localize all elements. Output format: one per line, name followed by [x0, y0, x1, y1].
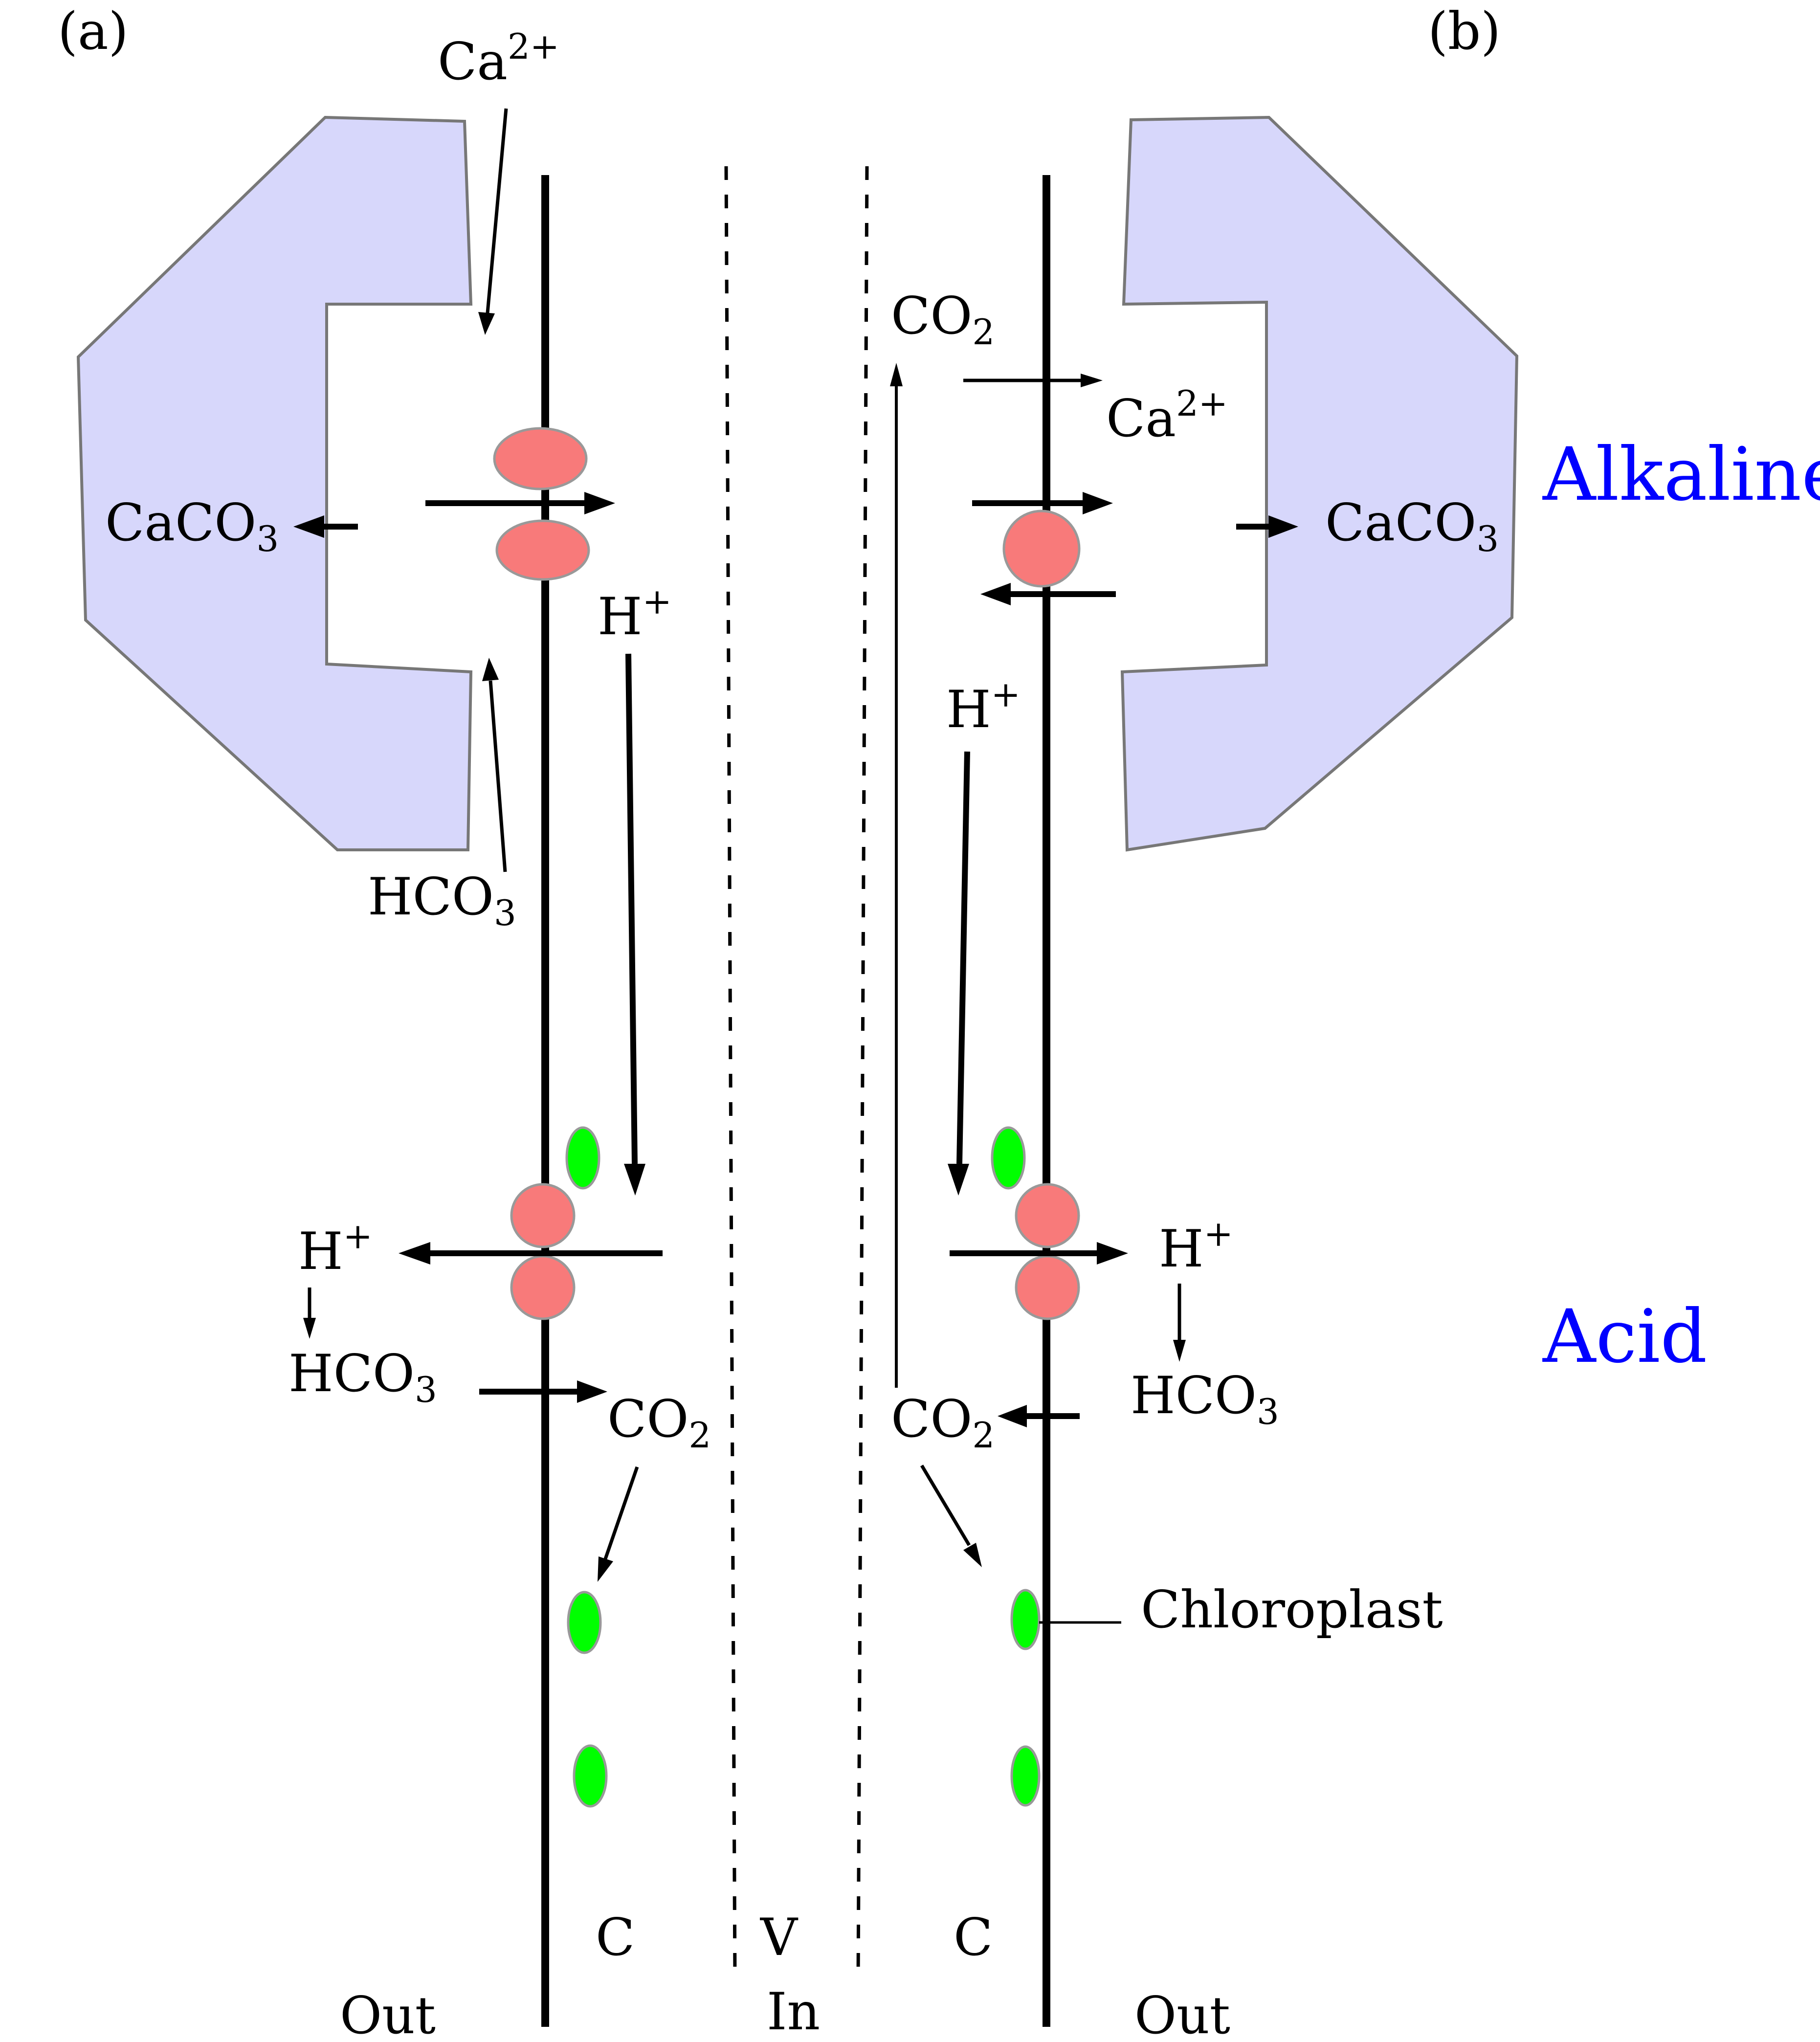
left-hco3-low-label: HCO3 — [289, 1344, 437, 1410]
right-ca-ion-label: Ca2+ — [1106, 383, 1228, 448]
right-cytoplasm-label: C — [954, 1908, 993, 1967]
right-proton-mid-label: H+ — [946, 674, 1021, 739]
arrow-proton-down-right — [948, 751, 970, 1196]
left-bottom-transporter-upper — [510, 1183, 576, 1248]
left-top-transporter-upper — [493, 427, 588, 490]
chloroplast — [573, 1744, 608, 1808]
left-outside-label: Out — [340, 1986, 436, 2042]
right-top-transporter — [1002, 510, 1081, 588]
arrow-proton-out-right — [950, 1242, 1128, 1265]
arrow-proton-down-left — [624, 653, 645, 1196]
right-co2-low-label: CO2 — [891, 1389, 995, 1456]
left-vacuole-boundary — [724, 166, 737, 1978]
left-bottom-transporter-lower — [510, 1255, 576, 1320]
arrow-co2-to-chloroplast-right — [920, 1465, 982, 1567]
chloroplast — [1010, 1589, 1041, 1650]
chloroplast — [565, 1126, 600, 1190]
inside-label: In — [767, 1982, 820, 2042]
arrow-ca-inward-left — [478, 108, 508, 335]
arrow-to-caco3-right — [1236, 515, 1298, 538]
left-hco3-top-label: HCO3 — [368, 867, 516, 933]
arrow-ca-outward-right — [963, 374, 1103, 387]
arrow-to-caco3-left — [293, 515, 358, 538]
arrow-transport-in-right — [980, 583, 1116, 605]
vacuole-label: V — [759, 1908, 799, 1967]
right-co2-top-label: CO2 — [891, 286, 995, 353]
arrow-hco3-to-co2-left — [479, 1380, 607, 1403]
alkaline-region-label: Alkaline — [1542, 432, 1820, 517]
right-hco3-low-label: HCO3 — [1131, 1366, 1279, 1432]
left-co2-low-label: CO2 — [607, 1389, 711, 1456]
left-caco3-label: CaCO3 — [105, 493, 279, 559]
chloroplast — [567, 1591, 602, 1654]
right-vacuole-boundary — [856, 166, 869, 1978]
arrow-hco3-inward-left — [482, 658, 507, 872]
left-proton-low-label: H+ — [298, 1216, 373, 1281]
chloroplast — [991, 1126, 1026, 1190]
chloroplast-label: Chloroplast — [1141, 1580, 1443, 1640]
arrow-transport-in-left — [425, 492, 615, 514]
right-caco3-label: CaCO3 — [1325, 493, 1499, 559]
panel-a-label: (a) — [58, 1, 129, 61]
left-proton-mid-label: H+ — [598, 581, 672, 646]
arrow-h-to-hco3-left — [303, 1287, 316, 1339]
arrow-h-to-hco3-right — [1173, 1284, 1186, 1362]
left-cytoplasm-label: C — [596, 1908, 635, 1967]
left-caco3-deposit — [76, 115, 473, 851]
arrow-co2-to-chloroplast-left — [598, 1466, 639, 1582]
chloroplast — [1010, 1745, 1041, 1807]
right-proton-low-label: H+ — [1159, 1213, 1233, 1279]
arrow-proton-out-left — [399, 1242, 663, 1265]
arrow-transport-out-right — [972, 492, 1113, 514]
acid-region-label: Acid — [1542, 1294, 1707, 1379]
arrow-co2-upward-right — [890, 363, 903, 1388]
right-caco3-deposit — [1120, 115, 1519, 852]
arrow-co2-inward-right — [998, 1405, 1080, 1427]
left-ca-ion-label: Ca2+ — [438, 26, 559, 91]
panel-b-label: (b) — [1428, 1, 1501, 61]
left-top-transporter-lower — [495, 519, 590, 581]
right-bottom-transporter-lower — [1015, 1255, 1080, 1320]
right-bottom-transporter-upper — [1015, 1183, 1080, 1248]
right-outside-label: Out — [1134, 1986, 1230, 2042]
